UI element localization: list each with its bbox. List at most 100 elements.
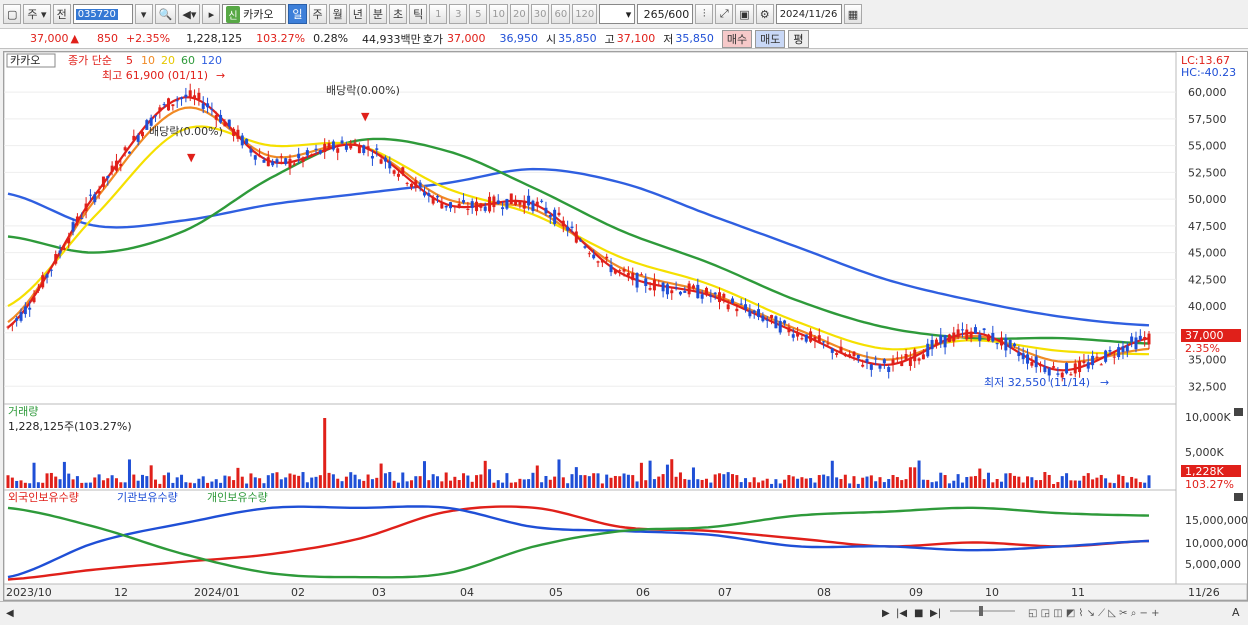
font-size-icon[interactable]: A xyxy=(1232,606,1240,619)
calendar-icon[interactable]: ▦ xyxy=(843,4,863,24)
volume-bar xyxy=(856,483,860,488)
candle-body xyxy=(1125,345,1129,352)
first-page-icon[interactable]: |◀ xyxy=(896,608,907,619)
tab-day[interactable]: 일 xyxy=(288,4,307,24)
sell-button[interactable]: 매도 xyxy=(755,29,786,48)
buy-button[interactable]: 매수 xyxy=(721,29,753,48)
x-tick-label: 05 xyxy=(549,586,563,599)
candle-body xyxy=(626,273,630,276)
volume-bar xyxy=(579,475,583,488)
window-menu-icon[interactable]: ▢ xyxy=(3,4,22,24)
candle-body xyxy=(123,147,127,151)
candle-body xyxy=(800,338,804,340)
volume-bar xyxy=(1117,474,1121,488)
candle-body xyxy=(1047,368,1051,376)
interval-1[interactable]: 1 xyxy=(429,4,448,24)
tab-second[interactable]: 초 xyxy=(389,4,408,24)
date-input[interactable]: 2024/11/26 xyxy=(775,4,842,24)
volume-bar xyxy=(119,482,123,488)
stock-title-box[interactable] xyxy=(6,53,56,68)
type-select[interactable]: 전 xyxy=(52,4,71,24)
volume-bar xyxy=(401,472,405,488)
volume-bar xyxy=(574,467,578,488)
candle-body xyxy=(488,196,492,212)
volume-bar xyxy=(609,477,613,488)
candle-body xyxy=(197,92,201,100)
scroll-left-icon[interactable]: ◀ xyxy=(6,608,14,619)
candle-body xyxy=(1091,355,1095,366)
candle-body xyxy=(210,109,214,111)
stock-name-box[interactable]: 신 카카오 xyxy=(222,4,287,24)
tool-icons[interactable]: ◱ ◲ ◫ ◩ ⌇ ↘ ⟋ ◺ ✂ ⌕ − + xyxy=(1028,608,1159,619)
volume-bar xyxy=(1095,477,1099,488)
candle-body xyxy=(787,327,791,333)
search-icon[interactable]: 🔍 xyxy=(154,4,177,24)
gear-icon[interactable]: ⚙ xyxy=(755,4,774,24)
volume-bar xyxy=(1060,476,1064,488)
volume-bar xyxy=(440,481,444,488)
market-select[interactable]: 주 ▾ xyxy=(23,4,51,24)
last-page-icon[interactable]: ▶| xyxy=(930,608,941,619)
tab-year[interactable]: 년 xyxy=(348,4,367,24)
stock-code-input[interactable]: 035720 xyxy=(72,4,133,24)
volume-bar xyxy=(327,472,331,488)
volume-bar xyxy=(314,476,318,488)
volume-bar xyxy=(249,473,253,488)
sound-icon[interactable]: ◀▾ xyxy=(178,4,201,24)
candle-body xyxy=(1030,362,1034,366)
scroll-right-icon[interactable]: ▶ xyxy=(882,608,890,619)
candle-body xyxy=(370,156,374,159)
candle-body xyxy=(631,272,635,281)
volume-bar xyxy=(219,482,223,488)
draw-tool-icon[interactable]: ⤢ xyxy=(715,4,734,24)
candle-body xyxy=(405,182,409,184)
new-badge: 신 xyxy=(226,5,240,23)
tab-minute[interactable]: 분 xyxy=(368,4,387,24)
current-price-tag xyxy=(1181,329,1241,342)
interval-10[interactable]: 10 xyxy=(489,4,508,24)
dividend-note-2: 배당락(0.00%) xyxy=(326,84,400,97)
interval-120[interactable]: 120 xyxy=(572,4,598,24)
tab-tick[interactable]: 틱 xyxy=(409,4,428,24)
candle-body xyxy=(978,334,982,341)
candle-body xyxy=(809,331,813,342)
interval-5[interactable]: 5 xyxy=(469,4,488,24)
candle-body xyxy=(960,329,964,331)
volume-bar xyxy=(214,479,218,488)
save-icon[interactable]: ▣ xyxy=(735,4,754,24)
indicator-icon[interactable]: ⫶ xyxy=(695,4,714,24)
interval-3[interactable]: 3 xyxy=(449,4,468,24)
candle-body xyxy=(310,154,314,156)
candle-body xyxy=(661,282,665,292)
candle-body xyxy=(878,365,882,369)
custom-interval-input[interactable]: ▾ xyxy=(599,4,636,24)
volume-bar xyxy=(652,479,656,488)
candle-body xyxy=(245,138,249,144)
volume-bar xyxy=(145,476,149,488)
volume-bar xyxy=(383,473,387,488)
volume-bar xyxy=(531,472,535,488)
volume-bar xyxy=(6,475,10,488)
candle-body xyxy=(110,165,114,172)
tab-month[interactable]: 월 xyxy=(328,4,347,24)
volume-bar xyxy=(340,481,344,488)
candle-body xyxy=(462,200,466,203)
step-icon[interactable]: ▸ xyxy=(202,4,221,24)
count-input[interactable]: 265/600 xyxy=(637,4,694,24)
stop-icon[interactable]: ■ xyxy=(914,608,923,619)
volume-bar xyxy=(132,474,136,488)
volume-panel-close-icon[interactable] xyxy=(1234,408,1243,416)
volume-bar xyxy=(349,472,353,488)
candle-body xyxy=(483,206,487,211)
volume-bar xyxy=(123,482,127,488)
holding-panel-close-icon[interactable] xyxy=(1234,493,1243,501)
interval-20[interactable]: 20 xyxy=(509,4,529,24)
candle-body xyxy=(414,180,418,188)
interval-60[interactable]: 60 xyxy=(551,4,571,24)
zoom-slider-handle[interactable] xyxy=(979,606,983,616)
volume-bar xyxy=(275,472,279,488)
tab-week[interactable]: 주 xyxy=(308,4,327,24)
interval-30[interactable]: 30 xyxy=(530,4,550,24)
code-dropdown-icon[interactable]: ▾ xyxy=(134,4,153,24)
eval-button[interactable]: 평 xyxy=(788,29,809,48)
